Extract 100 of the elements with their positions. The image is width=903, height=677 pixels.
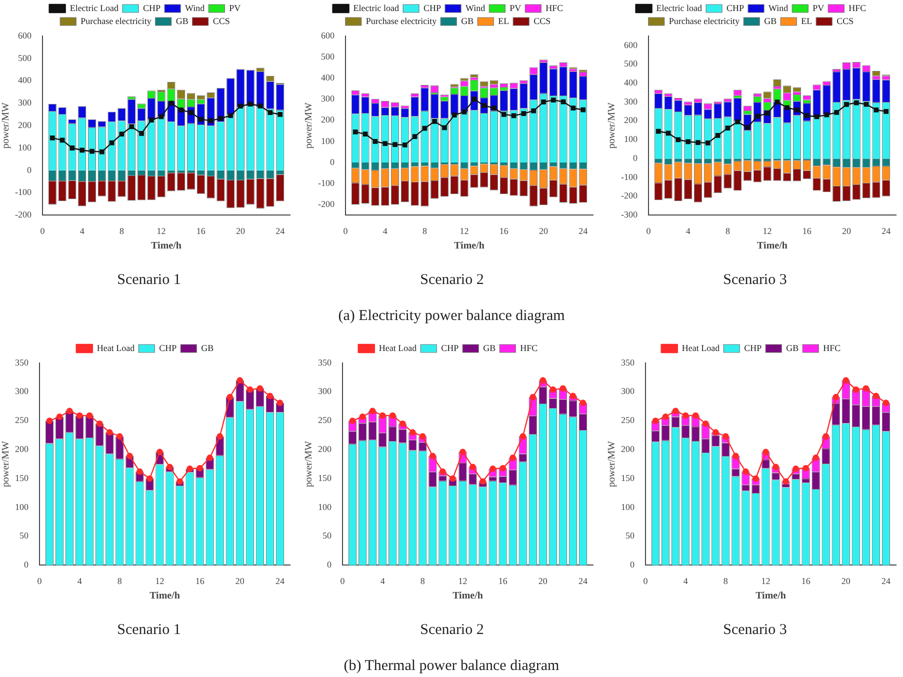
y-tick-label: 100 <box>15 502 29 512</box>
point <box>570 106 576 111</box>
x-tick-label: 12 <box>761 576 770 586</box>
point <box>666 130 671 136</box>
legend-label: Heat Load <box>96 342 136 353</box>
x-tick-label: 12 <box>762 226 772 236</box>
point <box>409 429 416 436</box>
point <box>228 113 234 118</box>
y-axis-title: power/MW <box>0 440 12 488</box>
point <box>399 420 406 427</box>
legend-label: PV <box>510 2 522 13</box>
point <box>874 108 879 112</box>
point <box>258 103 263 108</box>
point <box>662 414 669 420</box>
point <box>268 110 273 116</box>
point <box>349 418 356 424</box>
x-tick-label: 0 <box>37 576 42 586</box>
point <box>196 464 204 472</box>
point <box>248 102 253 107</box>
point <box>692 412 699 419</box>
point <box>784 105 790 110</box>
y-tick-label: -200 <box>318 199 335 210</box>
point <box>686 139 691 144</box>
point <box>742 468 749 475</box>
point <box>166 464 173 470</box>
x-tick-label: 12 <box>155 576 164 586</box>
y-tick-label: -100 <box>14 187 32 198</box>
x-tick-label: 16 <box>498 576 508 586</box>
legend-label: HFC <box>520 342 538 353</box>
point <box>774 100 780 104</box>
y-tick-label: -100 <box>620 172 638 182</box>
point <box>812 454 820 461</box>
x-tick-label: 20 <box>236 226 246 236</box>
y-tick-label: 150 <box>318 472 332 483</box>
x-tick-label: 12 <box>458 576 468 586</box>
point <box>832 394 840 400</box>
point <box>752 475 759 482</box>
point <box>520 433 526 440</box>
x-tick-label: 8 <box>422 226 428 236</box>
point <box>389 412 396 419</box>
point <box>106 429 113 436</box>
point <box>682 412 689 419</box>
point <box>372 138 378 144</box>
x-tick-label: 8 <box>420 576 426 586</box>
y-tick-label: 400 <box>624 78 638 88</box>
x-tick-label: 20 <box>842 226 852 236</box>
point <box>359 414 366 420</box>
point <box>56 414 63 420</box>
point <box>136 468 143 475</box>
point <box>501 112 506 117</box>
point <box>218 116 224 121</box>
y-tick-label: 50 <box>20 530 29 541</box>
point <box>198 116 204 122</box>
x-tick-label: 12 <box>460 226 469 236</box>
legend-label: CCS <box>836 16 854 26</box>
point <box>854 100 859 106</box>
x-tick-label: 16 <box>499 226 509 236</box>
point <box>452 112 457 118</box>
text: Scenario 1 <box>116 622 182 639</box>
y-tick-label: 100 <box>318 502 332 512</box>
y-tick-label: 500 <box>18 52 32 63</box>
point <box>852 386 860 393</box>
point <box>148 118 154 122</box>
point <box>266 392 274 400</box>
point <box>50 135 55 140</box>
legend-label: GB <box>461 16 474 26</box>
point <box>764 110 770 116</box>
x-tick-label: 4 <box>686 226 691 236</box>
legend-label: Heat Load <box>682 342 720 353</box>
point <box>392 142 398 148</box>
point <box>158 114 164 120</box>
y-tick-label: 500 <box>624 58 638 69</box>
point <box>834 110 840 115</box>
y-tick-label: 250 <box>621 415 635 426</box>
legend-label: GB <box>201 342 214 353</box>
point <box>541 100 546 104</box>
y-tick-label: 100 <box>320 136 335 146</box>
point <box>70 146 75 150</box>
text: Scenario 1 <box>116 272 182 289</box>
point <box>754 114 760 119</box>
point <box>521 111 526 116</box>
point <box>824 112 830 118</box>
point <box>762 448 769 456</box>
y-tick-label: 200 <box>624 115 638 126</box>
legend-label: PV <box>812 2 825 13</box>
x-tick-label: 16 <box>801 576 811 586</box>
x-tick-label: 4 <box>77 576 82 586</box>
point <box>126 452 133 460</box>
y-tick-label: 500 <box>320 51 335 62</box>
point <box>676 137 681 142</box>
point <box>872 392 880 400</box>
x-tick-label: 24 <box>578 576 588 586</box>
point <box>116 433 123 440</box>
y-tick-label: 0 <box>632 152 638 163</box>
legend-label: CHP <box>744 342 762 353</box>
legend-label: Purchase electricity <box>366 16 438 26</box>
point <box>745 125 750 130</box>
point <box>156 448 163 456</box>
point <box>580 107 586 112</box>
point <box>76 412 83 419</box>
